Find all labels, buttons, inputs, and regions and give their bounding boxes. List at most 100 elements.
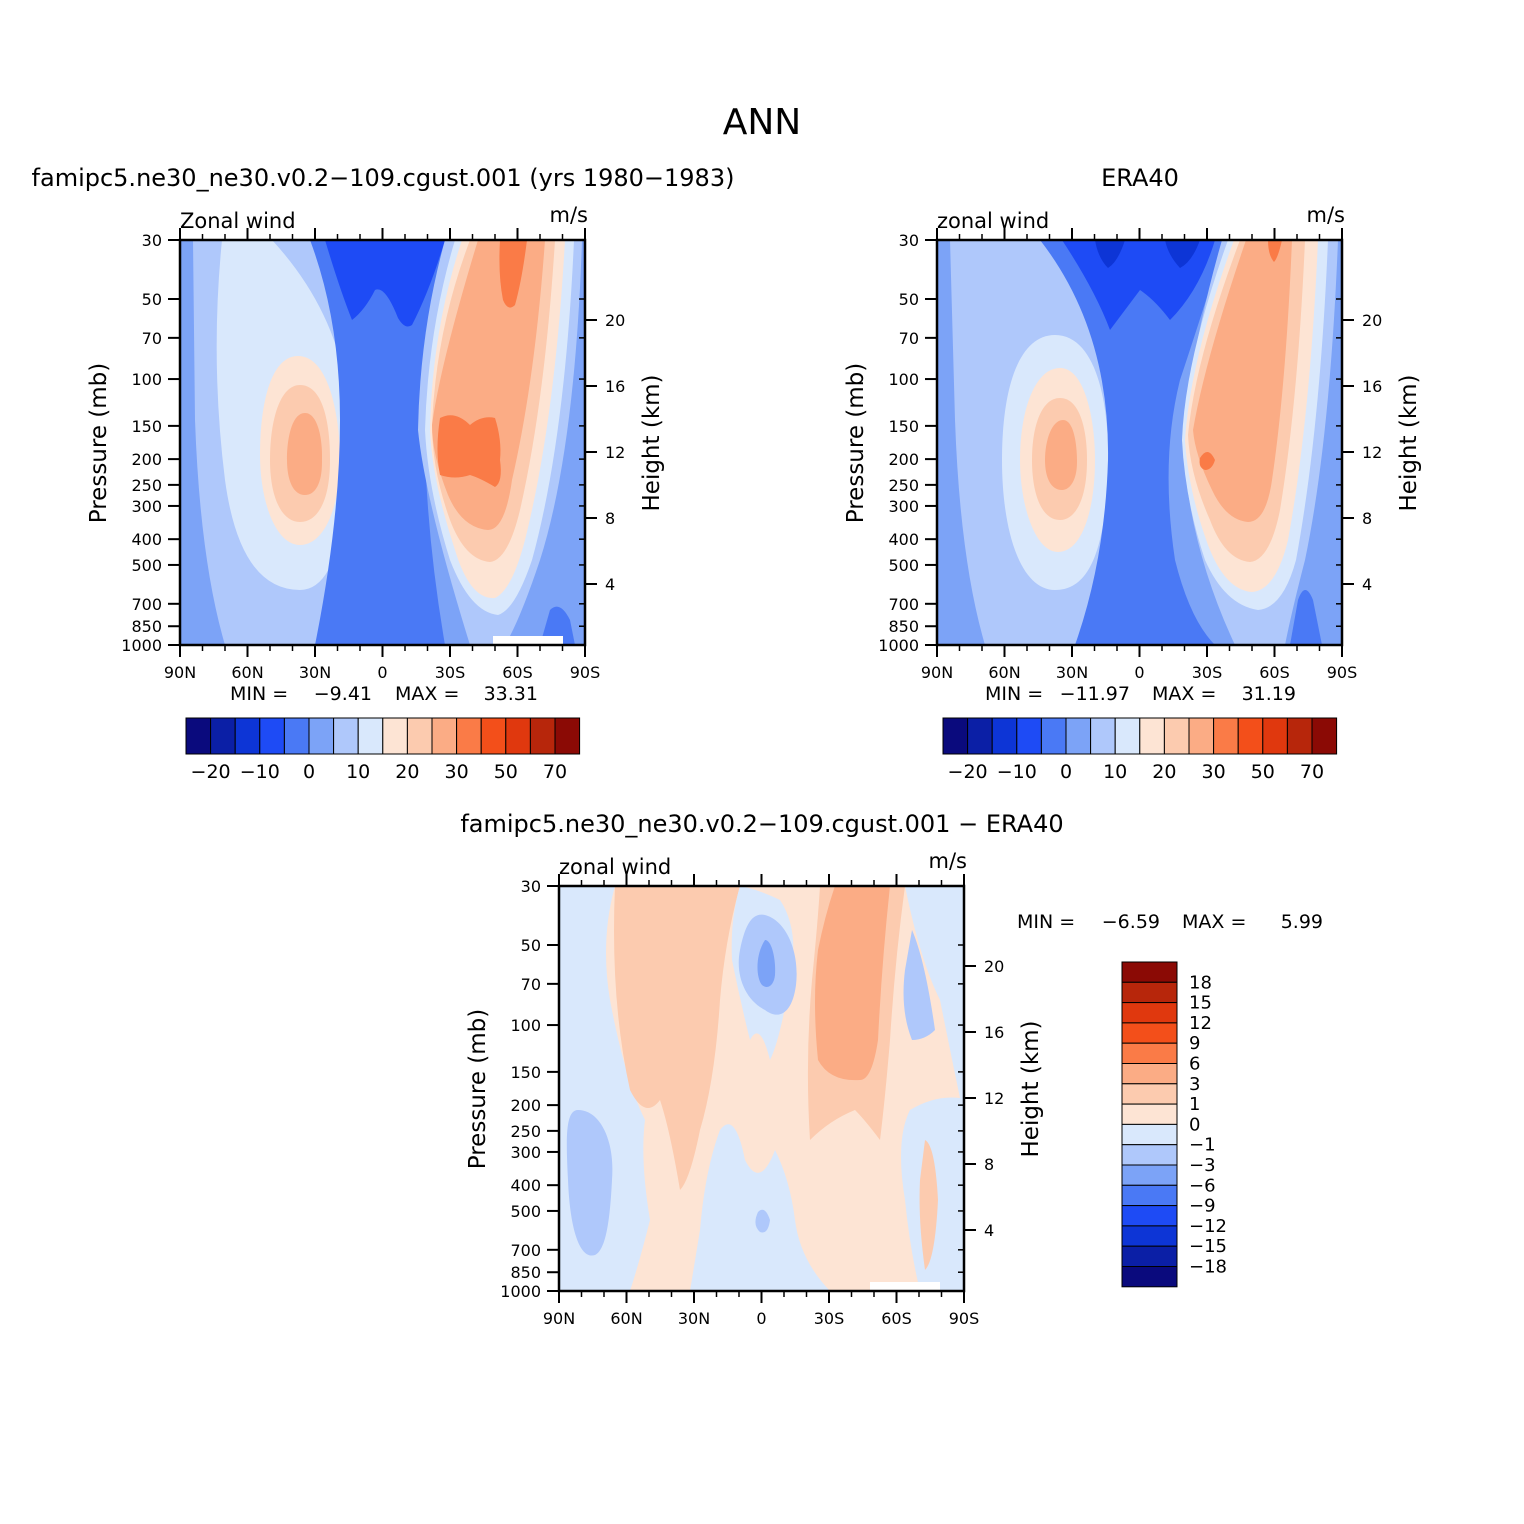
colorbar-label: 15 — [1189, 993, 1212, 1014]
lat-tick-label: 0 — [756, 1309, 766, 1328]
colorbar-label: −15 — [1189, 1236, 1227, 1257]
variable-label: Zonal wind — [180, 209, 296, 233]
pressure-tick-label: 200 — [510, 1096, 541, 1115]
colorbar-swatch — [1040, 717, 1067, 755]
contour-easterly-core — [325, 240, 445, 327]
lat-tick-label: 0 — [377, 663, 387, 682]
contour-nh-jet-core — [287, 413, 323, 495]
max-value: 5.99 — [1281, 911, 1323, 933]
colorbar-swatch — [1139, 717, 1165, 755]
pressure-tick-label: 150 — [510, 1063, 541, 1082]
panel-title: ERA40 — [1101, 164, 1179, 192]
lat-tick-label: 60S — [1259, 663, 1290, 682]
colorbar-swatch — [234, 717, 261, 755]
height-tick-label: 4 — [1362, 575, 1372, 594]
contour-sh-jet-core — [437, 415, 501, 487]
height-tick-label: 4 — [984, 1221, 994, 1240]
colorbar-swatch — [1121, 1144, 1178, 1166]
lat-tick-label: 60S — [881, 1309, 912, 1328]
missing-data — [870, 1282, 940, 1291]
colorbar-swatch — [505, 717, 531, 755]
contour-field — [180, 240, 585, 645]
colorbar-swatch — [1213, 717, 1239, 755]
contour-nh-jet-core — [1045, 420, 1077, 490]
colorbar: −20 −10 0 10 20 30 50 70 — [942, 717, 1338, 783]
min-value: −11.97 — [1060, 683, 1130, 705]
lat-tick-label: 90N — [921, 663, 953, 682]
colorbar-swatch — [210, 717, 236, 755]
pressure-tick-label: 250 — [888, 476, 919, 495]
colorbar-swatch — [1121, 1002, 1178, 1024]
contour-nh-neg-core — [566, 1110, 613, 1256]
pressure-tick-label: 400 — [131, 530, 162, 549]
pressure-tick-label: 1000 — [121, 636, 162, 655]
pressure-tick-label: 300 — [131, 497, 162, 516]
colorbar-label: −20 — [948, 761, 988, 783]
min-label: MIN = — [1017, 911, 1075, 933]
lat-tick-label: 30S — [435, 663, 466, 682]
colorbar-label: −6 — [1189, 1175, 1216, 1196]
colorbar-swatch — [1121, 981, 1178, 1004]
height-tick-label: 8 — [1362, 509, 1372, 528]
main-title: ANN — [723, 102, 802, 143]
colorbar-swatch — [382, 717, 408, 755]
pressure-tick-label: 400 — [888, 530, 919, 549]
colorbar-swatch — [1121, 1164, 1178, 1186]
max-label: MAX = — [1152, 683, 1216, 705]
height-tick-label: 16 — [1362, 377, 1382, 396]
lat-tick-label: 60N — [988, 663, 1020, 682]
pressure-tick-label: 1000 — [878, 636, 919, 655]
colorbar-swatch — [333, 717, 359, 755]
colorbar-swatch — [1121, 1083, 1178, 1105]
colorbar-swatch — [1262, 717, 1288, 755]
colorbar-label: 30 — [445, 761, 469, 783]
colorbar-label: 0 — [1189, 1114, 1200, 1135]
contour-sh-neg-core — [903, 930, 935, 1040]
colorbar-swatch — [1311, 717, 1338, 755]
contour-field — [559, 886, 964, 1291]
pressure-tick-label: 250 — [131, 476, 162, 495]
height-tick-label: 8 — [984, 1155, 994, 1174]
max-label: MAX = — [1182, 911, 1246, 933]
colorbar-label: −3 — [1189, 1155, 1216, 1176]
min-value: −9.41 — [314, 683, 372, 705]
colorbar-swatch — [1121, 1022, 1178, 1044]
colorbar-label: −1 — [1189, 1135, 1216, 1156]
colorbar-label: 0 — [1060, 761, 1072, 783]
contour-sh-jet-core — [1193, 240, 1292, 522]
colorbar-label: 0 — [303, 761, 315, 783]
colorbar-swatch — [1163, 717, 1190, 755]
units-label: m/s — [929, 849, 967, 873]
colorbar-label: 10 — [346, 761, 370, 783]
colorbar-label: −9 — [1189, 1196, 1216, 1217]
height-tick-label: 4 — [605, 575, 615, 594]
lat-tick-label: 30S — [814, 1309, 845, 1328]
lat-tick-label: 90S — [1327, 663, 1358, 682]
pressure-tick-label: 400 — [510, 1176, 541, 1195]
pressure-tick-label: 70 — [142, 329, 162, 348]
panel-obs: ERA40 zonal wind m/s 3050701001502002503… — [843, 164, 1422, 783]
y-axis-label: Pressure (mb) — [843, 363, 869, 523]
contour-sh-surface — [540, 606, 575, 645]
colorbar-swatch — [1237, 717, 1264, 755]
pressure-tick-label: 70 — [521, 975, 541, 994]
pressure-tick-label: 700 — [888, 595, 919, 614]
colorbar-swatch — [1121, 1205, 1178, 1227]
pressure-tick-label: 850 — [131, 617, 162, 636]
colorbar-label: 6 — [1189, 1054, 1200, 1075]
contour-sh-neg — [901, 886, 964, 1291]
pressure-tick-label: 30 — [142, 231, 162, 250]
y-axis-label-right: Height (km) — [1396, 374, 1422, 511]
panel-model: famipc5.ne30_ne30.v0.2−109.cgust.001 (yr… — [32, 164, 735, 783]
pressure-tick-label: 700 — [131, 595, 162, 614]
units-label: m/s — [1307, 203, 1345, 227]
lat-tick-label: 90N — [543, 1309, 575, 1328]
pressure-tick-label: 100 — [510, 1016, 541, 1035]
colorbar: −20 −10 0 10 20 30 50 70 — [185, 717, 581, 783]
colorbar-swatch — [259, 717, 285, 755]
colorbar-swatch — [406, 717, 433, 755]
min-label: MIN = — [985, 683, 1043, 705]
height-tick-label: 16 — [984, 1023, 1004, 1042]
lat-tick-label: 30N — [678, 1309, 710, 1328]
